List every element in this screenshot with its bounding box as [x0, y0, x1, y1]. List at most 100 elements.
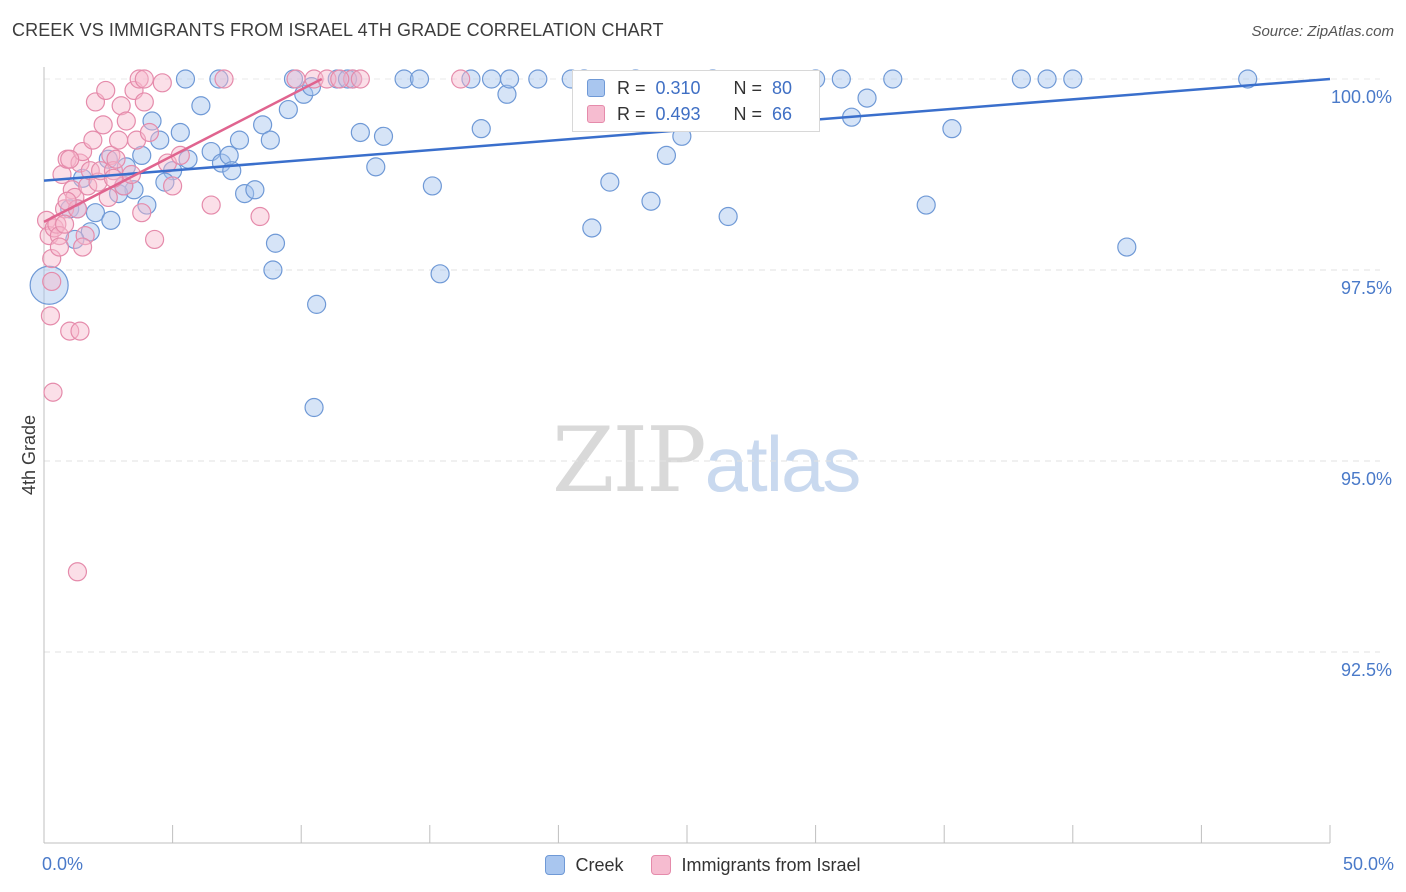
israel-point	[93, 115, 113, 135]
israel-point	[163, 176, 183, 196]
israel-point	[103, 168, 124, 188]
creek-point	[265, 233, 286, 253]
israel-legend-label: Immigrants from Israel	[681, 854, 861, 875]
israel-point	[60, 321, 80, 341]
israel-r-value: 0.493	[655, 103, 701, 124]
israel-legend-swatch	[651, 855, 672, 875]
israel-point	[75, 226, 95, 246]
israel-point	[42, 248, 62, 269]
chart-title: CREEK VS IMMIGRANTS FROM ISRAEL 4TH GRAD…	[12, 20, 664, 40]
creek-point	[1238, 69, 1258, 89]
israel-point	[54, 214, 75, 234]
creek-point	[1011, 69, 1031, 89]
creek-point	[263, 260, 283, 280]
creek-point	[916, 195, 936, 215]
israel-point	[60, 149, 80, 169]
israel-point	[134, 92, 154, 112]
n-label: N =	[733, 103, 763, 124]
y-axis-label: 4th Grade	[19, 415, 39, 495]
y-tick-label: 95.0%	[1341, 469, 1392, 489]
israel-point	[49, 226, 70, 246]
creek-point	[942, 119, 962, 139]
r-label: R =	[617, 77, 646, 98]
creek-point	[124, 180, 144, 200]
creek-point	[235, 184, 255, 204]
creek-point	[191, 96, 211, 116]
israel-point	[451, 69, 471, 89]
israel-n-value: 66	[772, 103, 793, 124]
israel-point	[132, 203, 152, 223]
x-tick-label: 50.0%	[1343, 854, 1394, 874]
israel-point	[70, 153, 90, 173]
creek-point	[229, 130, 250, 150]
creek-point	[1037, 69, 1057, 89]
legend-row-creek: R = 0.310 N = 80	[587, 76, 792, 100]
y-tick-label: 97.5%	[1341, 278, 1392, 298]
creek-point	[373, 126, 394, 146]
israel-point	[350, 69, 370, 89]
creek-point	[1063, 69, 1083, 89]
israel-point	[250, 206, 270, 227]
israel-point	[96, 80, 116, 101]
y-tick-label: 100.0%	[1331, 87, 1392, 107]
israel-point	[111, 96, 131, 116]
creek-point	[175, 69, 196, 89]
israel-point	[108, 130, 129, 150]
series-legend: Creek Immigrants from Israel	[0, 852, 1406, 878]
israel-swatch	[587, 105, 605, 123]
correlation-legend: R = 0.310 N = 80 R = 0.493 N = 66	[572, 70, 820, 132]
creek-point	[245, 180, 265, 200]
creek-point	[350, 122, 370, 143]
creek-point	[409, 69, 430, 89]
creek-point	[499, 69, 520, 89]
israel-point	[101, 145, 121, 165]
creek-point	[394, 69, 414, 89]
creek-point	[481, 69, 502, 89]
creek-point	[718, 206, 738, 227]
creek-point	[65, 229, 85, 250]
creek-point	[307, 294, 327, 314]
israel-point	[40, 306, 61, 326]
x-tick-label: 0.0%	[42, 854, 83, 874]
israel-point	[330, 69, 350, 89]
israel-point	[83, 130, 103, 150]
creek-point	[528, 69, 548, 89]
gridlines	[44, 78, 1380, 653]
creek-point	[471, 119, 491, 139]
israel-point	[80, 161, 100, 181]
israel-points	[36, 69, 471, 582]
creek-point	[209, 69, 229, 89]
creek-point	[366, 157, 386, 177]
y-tick-labels: 100.0% 97.5% 95.0% 92.5%	[1331, 87, 1392, 680]
creek-point	[656, 145, 677, 165]
creek-point	[883, 69, 903, 89]
israel-point	[42, 271, 62, 292]
creek-point	[170, 122, 190, 143]
creek-point	[253, 115, 273, 135]
creek-point	[142, 111, 162, 131]
israel-point	[129, 69, 149, 89]
israel-trend-line	[43, 77, 323, 223]
creek-point	[132, 145, 152, 165]
y-tick-label: 92.5%	[1341, 660, 1392, 680]
israel-point	[106, 149, 126, 169]
creek-point	[260, 130, 280, 150]
israel-point	[144, 229, 165, 250]
creek-point	[497, 84, 517, 104]
watermark-atlas: atlas	[704, 420, 862, 508]
israel-point	[214, 69, 234, 89]
israel-point	[201, 195, 221, 215]
creek-point	[150, 130, 170, 150]
creek-point	[304, 397, 324, 418]
israel-point	[139, 122, 160, 143]
creek-point	[278, 99, 298, 120]
creek-point	[600, 172, 620, 192]
creek-r-value: 0.310	[655, 77, 701, 98]
israel-point	[49, 237, 70, 257]
creek-point	[422, 176, 442, 196]
israel-point	[62, 180, 82, 200]
creek-point	[831, 69, 851, 89]
creek-legend-label: Creek	[575, 854, 624, 875]
israel-point	[43, 382, 63, 402]
